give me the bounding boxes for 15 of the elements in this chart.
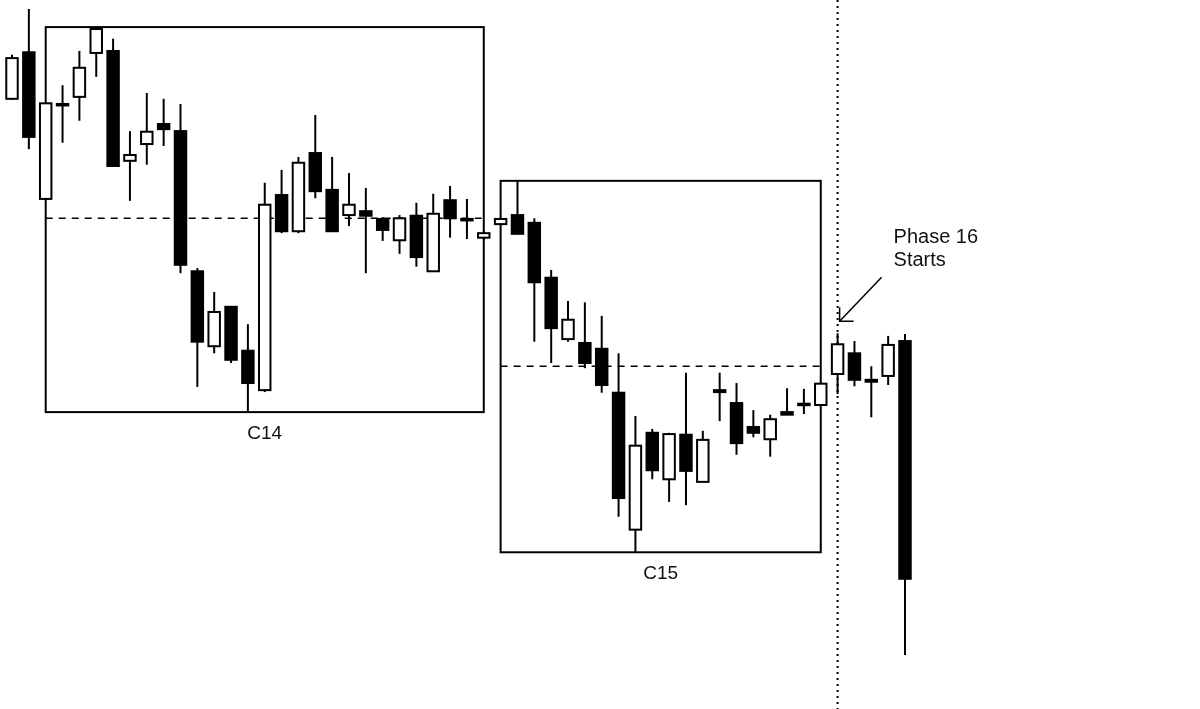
candlestick — [763, 413, 777, 458]
candlestick — [797, 387, 811, 416]
annotation: C15 — [643, 562, 679, 584]
candlestick — [712, 371, 727, 423]
candlestick — [392, 214, 407, 255]
candlestick — [55, 84, 70, 144]
candlestick — [780, 387, 794, 416]
candlestick — [156, 97, 171, 147]
annotation: Phase 16 Starts — [893, 225, 979, 271]
candlestick — [123, 130, 137, 202]
annotation: C14 — [247, 422, 283, 444]
candlestick — [746, 409, 761, 439]
candlestick — [140, 91, 154, 166]
candlestick — [561, 299, 575, 343]
candlestick — [864, 365, 879, 419]
